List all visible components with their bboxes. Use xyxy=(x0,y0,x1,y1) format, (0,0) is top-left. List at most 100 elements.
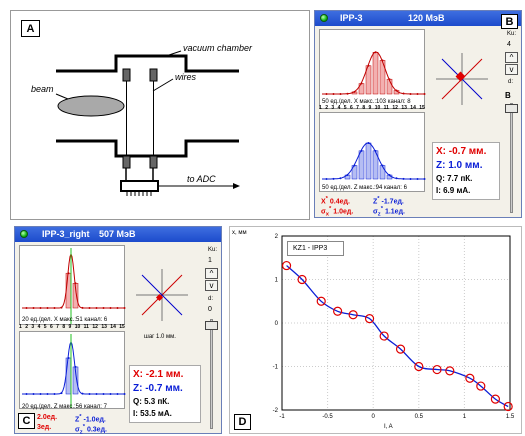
panel-b-ku-up-button[interactable]: ^ xyxy=(505,52,518,63)
profile-bar xyxy=(358,150,365,180)
data-point xyxy=(364,314,375,324)
panel-b-ku-down-button[interactable]: v xyxy=(505,64,518,75)
channel-number: 6 xyxy=(49,324,53,330)
fit-curve xyxy=(286,265,509,408)
profile-bar xyxy=(65,357,72,395)
panel-b-z-star: Z* -1.7ед. xyxy=(373,196,404,206)
x-profile-curve xyxy=(22,252,124,309)
y-tick-label: -2 xyxy=(273,408,279,414)
panel-c-x-caption: 20 ед./дел. X макс.:51 канал: 6 xyxy=(22,317,108,323)
channel-number: 9 xyxy=(368,105,372,111)
panel-b-sigma-z: σz* 1.1ед. xyxy=(373,206,405,218)
profile-bar xyxy=(372,52,379,95)
channel-number: 11 xyxy=(83,324,89,330)
panel-c-x-profile xyxy=(19,245,126,325)
y-tick-label: 1 xyxy=(275,278,279,284)
beam-position-marker xyxy=(155,293,164,302)
channel-number: 2 xyxy=(25,324,28,330)
wires-label: wires xyxy=(175,72,197,82)
panel-c-x-star: 2.0ед. xyxy=(37,414,58,421)
data-point xyxy=(465,373,475,383)
panel-b-sigma-x: σx* 1.0ед. xyxy=(321,206,354,218)
panel-d-chart: -1 -0.5 0 0.5 1 1.5 2 1 0 -1 -2 x, мм I, A KZ1 - I… xyxy=(229,226,522,434)
channel-number: 8 xyxy=(62,324,66,330)
panel-c-step: шаг 1.0 мм. xyxy=(144,334,176,340)
panel-b-energy: 120 МэВ xyxy=(408,13,445,23)
panel-c-z-caption: 20 ед./дел. Z макс.:56 канал: 7 xyxy=(22,404,107,410)
channel-number: 13 xyxy=(101,324,107,330)
panel-c-ku-down-button[interactable]: v xyxy=(205,280,218,291)
panel-b-x-caption: 50 ед./дел. X макс.:103 канал: 8 xyxy=(322,99,411,105)
panel-b-ku-label: Ku: xyxy=(507,31,517,37)
data-point xyxy=(281,260,292,271)
panel-c-d-track[interactable] xyxy=(210,319,213,429)
panel-b-z-mm: Z: 1.0 мм. xyxy=(436,160,483,171)
data-point xyxy=(445,366,455,376)
panel-b-i: I: 6.9 мА. xyxy=(436,186,471,195)
panel-b-x-mm: X: -0.7 мм. xyxy=(436,146,487,157)
data-point xyxy=(316,296,326,306)
panel-b-q: Q: 7.7 пК. xyxy=(436,174,473,183)
panel-c-q: Q: 5.3 пК. xyxy=(133,397,170,406)
wire-holder-3 xyxy=(122,155,131,169)
chamber-wall-upper xyxy=(56,54,239,73)
panel-c-sigma-x: 3ед. xyxy=(37,424,52,431)
panel-b-tag: B xyxy=(501,14,518,29)
panel-c-ku-value: 1 xyxy=(208,257,212,264)
x-tick-label: 0.5 xyxy=(415,414,424,420)
wire-holder-2 xyxy=(149,68,158,82)
z-profile-curve xyxy=(22,340,124,395)
data-point xyxy=(379,331,389,341)
panel-b-readout: X: -0.7 мм. Z: 1.0 мм. Q: 7.7 пК. I: 6.9… xyxy=(432,142,500,200)
panel-b-z-profile xyxy=(319,112,426,192)
status-led-icon xyxy=(20,230,28,238)
data-point xyxy=(503,401,513,412)
z-profile-bars xyxy=(325,142,426,180)
wire-holder-4 xyxy=(149,155,158,169)
panel-b-z-caption: 50 ед./дел. Z макс.:94 канал: 6 xyxy=(322,185,407,191)
channel-number: 6 xyxy=(349,105,353,111)
panel-c-z-mm: Z: -0.7 мм. xyxy=(133,383,183,394)
panel-b-ku-value: 4 xyxy=(507,41,511,48)
channel-number: 1 xyxy=(319,105,322,111)
panel-a-tag: A xyxy=(21,20,40,37)
x-tick-label: -0.5 xyxy=(322,414,333,420)
panel-b-crosshair xyxy=(436,53,488,105)
panel-b-titlebar: IPP-3 120 МэВ xyxy=(315,11,521,26)
y-tick-label: 2 xyxy=(275,234,279,240)
y-tick-label: 0 xyxy=(275,321,279,327)
panel-b-b-inner: B xyxy=(505,91,511,100)
channel-number: 15 xyxy=(419,105,425,111)
plot-frame xyxy=(281,235,511,411)
channel-number: 4 xyxy=(337,105,341,111)
beam-shape xyxy=(57,95,125,117)
chart-ylabel: x, мм xyxy=(232,230,247,236)
data-point xyxy=(414,361,424,372)
panel-b-z-plot xyxy=(322,142,426,180)
panel-c-window: IPP-3_right 507 МэВ 20 ед./дел. X макс.:… xyxy=(14,226,222,436)
panel-c-d-slider-thumb[interactable] xyxy=(205,321,218,330)
panel-b-window: IPP-3 120 МэВ B 50 ед./дел. X макс.:103 … xyxy=(314,10,522,218)
panel-b-d-track[interactable] xyxy=(510,103,513,213)
detector-schematic xyxy=(55,50,240,196)
panel-b-d-slider-thumb[interactable] xyxy=(505,104,518,113)
x-tick-label: 1.5 xyxy=(506,414,515,420)
channel-number: 10 xyxy=(74,324,81,330)
x-tick-label: 1 xyxy=(463,414,467,420)
panel-d-tag: D xyxy=(234,414,251,430)
wire-holder-1 xyxy=(122,68,131,82)
channel-number: 1 xyxy=(19,324,22,330)
x-profile-bars xyxy=(325,51,426,95)
channel-number: 8 xyxy=(362,105,366,111)
x-tick-label: 0 xyxy=(372,414,376,420)
panel-c-i: I: 53.5 мА. xyxy=(133,409,172,418)
panel-c-x-plot xyxy=(22,248,126,324)
panel-c-energy: 507 МэВ xyxy=(99,229,136,239)
profile-bar xyxy=(379,165,386,180)
panel-c-ku-up-button[interactable]: ^ xyxy=(205,268,218,279)
channel-number: 12 xyxy=(392,105,398,111)
panel-c-d-label: d: xyxy=(208,296,214,302)
channel-number: 2 xyxy=(325,105,328,111)
z-profile-curve xyxy=(322,142,424,180)
chart-legend: KZ1 - IPP3 xyxy=(287,241,344,256)
